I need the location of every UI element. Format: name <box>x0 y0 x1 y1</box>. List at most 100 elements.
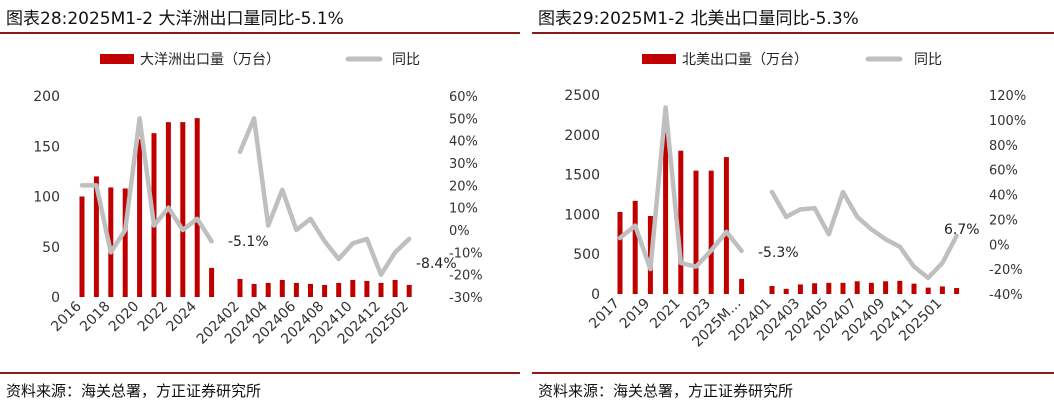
bar-annual <box>122 188 128 297</box>
bar-annual <box>79 196 85 297</box>
left-axis-tick-label: 50 <box>42 240 60 256</box>
bar-monthly <box>897 280 903 294</box>
left-axis-tick-label: 150 <box>33 139 60 155</box>
bar-monthly <box>797 284 803 294</box>
source-note: 资料来源：海关总署，方正证券研究所 <box>6 382 262 400</box>
bar-annual <box>632 200 638 294</box>
legend-bar-swatch <box>100 54 134 64</box>
bar-monthly <box>279 279 285 297</box>
bar-annual <box>678 150 684 294</box>
bar-monthly <box>812 283 818 294</box>
x-tick-label-annual: 2021 <box>647 296 684 333</box>
bar-monthly <box>883 281 889 294</box>
title-rule <box>0 32 520 34</box>
legend-line-label: 同比 <box>914 52 942 68</box>
right-axis-tick-label: 0% <box>989 238 1010 253</box>
data-annotation: -5.1% <box>228 234 269 250</box>
bar-monthly <box>406 284 412 297</box>
bar-monthly <box>783 288 789 294</box>
right-axis-tick-label: -10% <box>449 246 483 261</box>
bar-monthly <box>308 283 313 297</box>
yoy-line-monthly <box>237 116 412 277</box>
source-note: 资料来源：海关总署，方正证券研究所 <box>538 382 794 400</box>
data-annotation: -5.3% <box>758 245 799 261</box>
bar-monthly <box>769 286 775 294</box>
chart-title: 图表29:2025M1-2 北美出口量同比-5.3% <box>538 9 859 29</box>
bar-annual <box>617 212 623 294</box>
bar-annual <box>93 176 99 297</box>
yoy-line-annual <box>79 116 214 255</box>
right-axis-tick-label: 0% <box>449 224 470 239</box>
right-axis-tick-label: 60% <box>449 90 478 105</box>
right-axis-tick-label: -20% <box>989 263 1023 278</box>
left-axis-tick-label: 200 <box>33 89 60 105</box>
legend-bar-label: 大洋洲出口量（万台） <box>140 52 280 68</box>
bar-monthly <box>925 287 931 294</box>
right-axis-tick-label: 60% <box>989 164 1018 179</box>
left-axis-tick-label: 100 <box>33 190 60 206</box>
bar-monthly <box>378 282 384 297</box>
right-axis-tick-label: -30% <box>449 291 483 306</box>
right-axis-tick-label: 40% <box>449 135 478 150</box>
legend-bar-swatch <box>642 54 676 64</box>
x-tick-label-annual: 2022 <box>135 299 172 336</box>
legend-line-label: 同比 <box>392 52 420 68</box>
left-axis-tick-label: 2000 <box>564 128 600 144</box>
left-axis-tick-label: 2500 <box>564 88 600 104</box>
bar-annual <box>693 170 699 294</box>
left-axis-tick-label: 1500 <box>564 168 600 184</box>
bar-monthly <box>939 286 945 294</box>
x-tick-label-annual: 2019 <box>617 296 654 333</box>
right-axis-tick-label: -20% <box>449 269 483 284</box>
bar-annual <box>137 139 143 297</box>
x-tick-label-annual: 2024 <box>164 298 201 335</box>
bar-monthly <box>350 279 356 297</box>
bar-monthly <box>237 278 243 297</box>
right-axis-tick-label: 80% <box>989 139 1018 154</box>
right-axis-tick-label: 20% <box>449 179 478 194</box>
left-axis-tick-label: 500 <box>573 247 600 263</box>
right-axis-tick-label: 120% <box>989 89 1026 104</box>
yoy-line-annual <box>617 105 744 272</box>
bar-monthly <box>293 282 299 297</box>
bar-monthly <box>854 281 860 294</box>
bar-annual <box>739 278 745 294</box>
oceania-export-chart: 大洋洲出口量（万台） 同比 0 50 100 150 200 -30% -20% -10% 0% 10… <box>33 52 483 348</box>
bar-monthly <box>826 282 832 294</box>
right-axis-tick-label: 100% <box>989 114 1026 129</box>
bar-monthly <box>322 284 328 297</box>
right-axis-tick-label: 30% <box>449 157 478 172</box>
bar-annual <box>180 122 186 297</box>
bar-monthly <box>251 283 257 297</box>
north-america-export-chart: 北美出口量（万台） 同比 0 500 1000 1500 2000 2500 -40% -20% 0… <box>564 52 1026 350</box>
bar-monthly <box>336 282 342 297</box>
bar-monthly <box>265 282 271 297</box>
yoy-line-monthly <box>769 189 959 281</box>
x-tick-label-annual: 2018 <box>77 299 114 336</box>
data-annotation: 6.7% <box>944 222 980 238</box>
left-axis-tick-label: 0 <box>591 287 600 303</box>
right-axis-tick-label: 20% <box>989 213 1018 228</box>
chart-panel-north-america: 图表29:2025M1-2 北美出口量同比-5.3% 北美出口量（万台） 同比 0 5… <box>532 0 1054 412</box>
right-axis-tick-label: 10% <box>449 202 478 217</box>
x-tick-label-annual: 2020 <box>106 299 143 336</box>
bar-annual <box>209 267 215 297</box>
right-axis-tick-label: -40% <box>989 288 1023 303</box>
left-axis-tick-label: 1000 <box>564 207 600 223</box>
bar-annual <box>663 132 669 294</box>
bar-monthly <box>364 280 370 297</box>
bar-annual <box>708 170 714 294</box>
source-rule <box>532 372 1054 374</box>
bar-monthly <box>868 282 874 294</box>
right-axis-tick-label: 50% <box>449 112 478 127</box>
bar-annual <box>194 118 200 297</box>
data-annotation: -8.4% <box>416 256 457 272</box>
bar-monthly <box>392 279 398 297</box>
bar-monthly <box>840 282 846 294</box>
source-rule <box>0 372 520 374</box>
title-rule <box>532 32 1054 34</box>
bar-monthly <box>954 288 960 294</box>
bar-monthly <box>911 283 917 294</box>
legend-bar-label: 北美出口量（万台） <box>682 52 808 68</box>
left-axis-tick-label: 0 <box>51 290 60 306</box>
